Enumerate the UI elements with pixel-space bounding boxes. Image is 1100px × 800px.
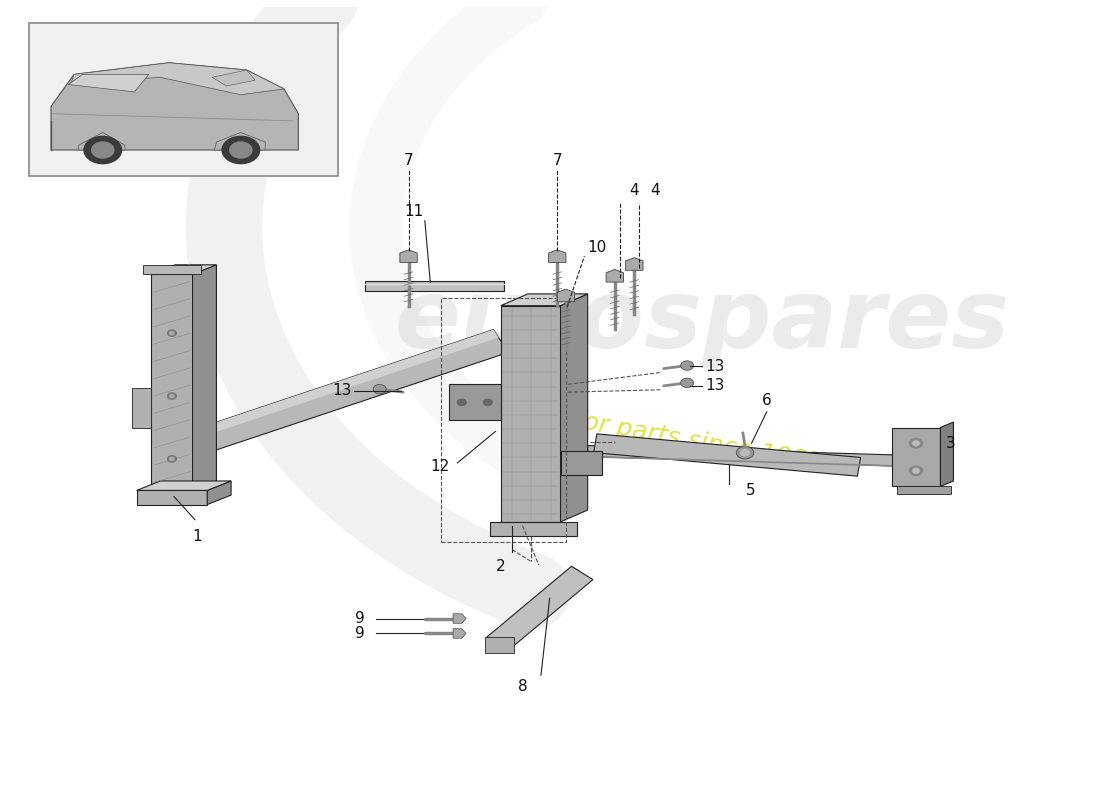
Polygon shape xyxy=(72,62,284,94)
Polygon shape xyxy=(157,330,508,465)
Circle shape xyxy=(373,385,386,394)
Polygon shape xyxy=(606,270,624,282)
Polygon shape xyxy=(626,258,644,270)
Circle shape xyxy=(740,450,749,456)
Text: 10: 10 xyxy=(587,239,607,254)
Text: 4: 4 xyxy=(629,183,639,198)
Circle shape xyxy=(167,330,176,336)
Polygon shape xyxy=(940,422,954,486)
Text: 2: 2 xyxy=(496,558,506,574)
Polygon shape xyxy=(207,481,231,505)
Polygon shape xyxy=(365,282,504,290)
Polygon shape xyxy=(51,62,298,150)
Circle shape xyxy=(230,142,252,158)
Text: 13: 13 xyxy=(332,383,352,398)
Polygon shape xyxy=(400,250,417,262)
Circle shape xyxy=(681,361,694,370)
Text: 5: 5 xyxy=(746,482,756,498)
Circle shape xyxy=(913,441,920,446)
Polygon shape xyxy=(192,265,217,490)
Circle shape xyxy=(84,137,122,164)
Polygon shape xyxy=(500,306,561,522)
Polygon shape xyxy=(896,486,951,494)
Polygon shape xyxy=(132,388,152,427)
Polygon shape xyxy=(594,434,860,476)
Polygon shape xyxy=(136,490,207,505)
Text: 13: 13 xyxy=(705,358,724,374)
Polygon shape xyxy=(487,566,593,650)
Polygon shape xyxy=(892,427,940,486)
Polygon shape xyxy=(78,133,125,150)
Circle shape xyxy=(736,446,754,459)
Polygon shape xyxy=(136,481,231,490)
Text: 7: 7 xyxy=(552,153,562,168)
Polygon shape xyxy=(157,330,498,450)
Text: a passion for parts since 1985: a passion for parts since 1985 xyxy=(449,387,825,476)
Polygon shape xyxy=(449,384,500,420)
Circle shape xyxy=(910,466,923,475)
Text: 8: 8 xyxy=(518,679,527,694)
Text: eurospares: eurospares xyxy=(394,275,1009,368)
Text: 9: 9 xyxy=(355,626,365,641)
Circle shape xyxy=(167,393,176,399)
Polygon shape xyxy=(587,446,896,466)
Polygon shape xyxy=(453,614,466,623)
Polygon shape xyxy=(484,638,514,653)
Text: 11: 11 xyxy=(405,204,424,219)
Circle shape xyxy=(167,456,176,462)
Circle shape xyxy=(458,399,466,406)
Text: 1: 1 xyxy=(192,529,201,544)
Circle shape xyxy=(169,394,174,398)
Polygon shape xyxy=(212,70,255,86)
Polygon shape xyxy=(214,133,265,150)
Polygon shape xyxy=(500,294,587,306)
Text: 13: 13 xyxy=(705,378,724,394)
Circle shape xyxy=(169,458,174,461)
Text: 9: 9 xyxy=(355,611,365,626)
Polygon shape xyxy=(68,74,148,92)
Circle shape xyxy=(222,137,260,164)
Text: 6: 6 xyxy=(762,393,771,408)
Polygon shape xyxy=(490,522,576,536)
Circle shape xyxy=(91,142,113,158)
Text: 12: 12 xyxy=(430,459,450,474)
Text: 3: 3 xyxy=(946,436,956,450)
Circle shape xyxy=(910,438,923,448)
Polygon shape xyxy=(549,250,566,262)
Text: 7: 7 xyxy=(404,153,414,168)
Polygon shape xyxy=(143,265,201,274)
Circle shape xyxy=(484,399,492,406)
Polygon shape xyxy=(152,274,192,490)
Text: 4: 4 xyxy=(650,183,660,198)
Polygon shape xyxy=(561,294,587,522)
Circle shape xyxy=(913,468,920,473)
Circle shape xyxy=(681,378,694,387)
Circle shape xyxy=(169,332,174,334)
Polygon shape xyxy=(561,451,602,474)
Bar xyxy=(29,22,338,176)
Polygon shape xyxy=(152,265,217,274)
Polygon shape xyxy=(453,629,466,638)
Polygon shape xyxy=(558,289,574,302)
